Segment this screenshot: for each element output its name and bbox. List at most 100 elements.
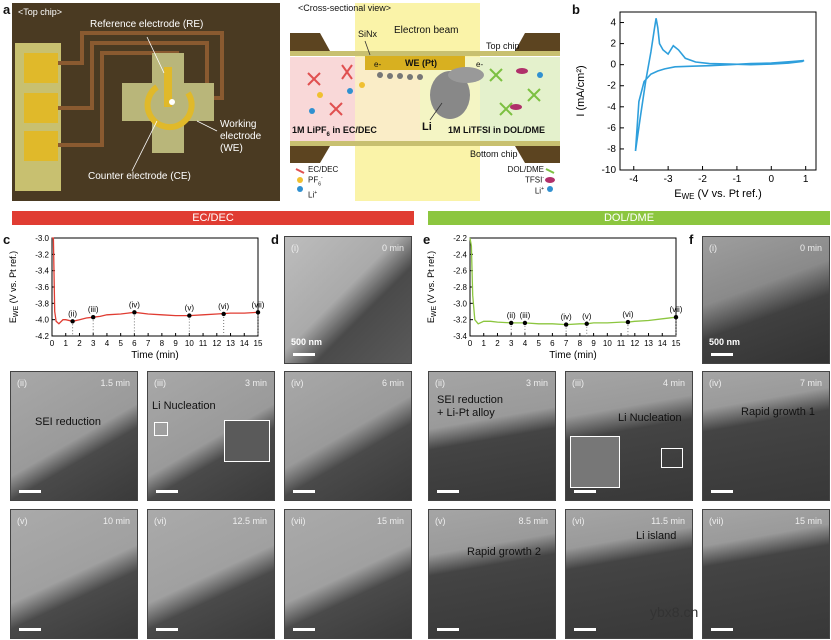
- y-tick-label: -4.0: [35, 316, 49, 325]
- x-axis-label: Time (min): [549, 350, 596, 361]
- tem-c-ii: (ii) 1.5 min SEI reduction: [10, 371, 138, 501]
- tem-time: 0 min: [799, 243, 822, 253]
- legend-left-1: PF6-: [308, 175, 323, 188]
- legend-right-2: Li+: [534, 185, 544, 196]
- tem-annotation: Li Nucleation: [152, 400, 216, 412]
- x-tick-label: -2: [698, 174, 707, 185]
- tem-time: 7 min: [799, 378, 822, 388]
- x-tick-label: 3: [91, 339, 96, 348]
- scale-bar: [711, 353, 733, 356]
- time-marker: [584, 321, 589, 326]
- x-tick-label: 7: [564, 339, 569, 348]
- tem-e-vii: (vii) 15 min: [702, 509, 830, 639]
- right-electrolyte-label: 1M LiTFSI in DOL/DME: [448, 125, 545, 135]
- y-tick-label: -3.0: [35, 234, 49, 243]
- y-tick-label: -2.2: [453, 234, 467, 243]
- marker-label: (v): [185, 304, 195, 313]
- tem-e-iii: (iii) 4 min Li Nucleation: [565, 371, 693, 501]
- top-chip-schematic: <Top chip> Reference electrode (RE) Work…: [12, 3, 280, 201]
- y-tick-label: -8: [607, 144, 616, 155]
- scale-label: 500 nm: [709, 337, 741, 347]
- scale-bar: [711, 490, 733, 493]
- marker-label: (vi): [622, 310, 633, 319]
- tem-annotation: Rapid growth 2: [467, 546, 541, 558]
- ec-dec-bar: EC/DEC: [12, 211, 414, 225]
- x-tick-label: 14: [658, 339, 667, 348]
- tem-annotation: SEI reduction: [35, 416, 102, 428]
- y-tick-label: 4: [610, 18, 616, 29]
- time-marker: [91, 315, 96, 320]
- tem-label: (i): [709, 243, 717, 253]
- marker-label: (ii): [68, 309, 77, 318]
- legend-left: EC/DEC PF6- Li+: [308, 165, 338, 200]
- time-marker: [255, 310, 261, 315]
- y-tick-label: -4: [607, 102, 616, 113]
- x-tick-label: 9: [173, 339, 178, 348]
- scale-bar: [19, 628, 41, 631]
- panel-label-b: b: [572, 2, 580, 17]
- dol-dme-bar: DOL/DME: [428, 211, 830, 225]
- y-tick-label: 2: [610, 39, 616, 50]
- tem-c-vi: (vi) 12.5 min: [147, 509, 275, 639]
- x-tick-label: 0: [50, 339, 55, 348]
- x-tick-label: 10: [603, 339, 612, 348]
- x-tick-label: 14: [240, 339, 249, 348]
- time-marker: [187, 313, 192, 318]
- watermark: ybx8.cn: [650, 604, 699, 620]
- y-tick-label: -2: [607, 81, 616, 92]
- y-tick-label: -2.4: [453, 250, 467, 259]
- lipf-text: 1M LiPF: [292, 125, 327, 135]
- tem-label: (iv): [709, 378, 722, 388]
- time-marker: [625, 319, 631, 325]
- sinx-label: SiNx: [358, 29, 378, 39]
- tem-annotation: Li island: [636, 530, 677, 542]
- scale-bar: [574, 628, 596, 631]
- x-tick-label: 8: [578, 339, 583, 348]
- inset-zoom: [224, 420, 270, 462]
- ann-line-2: + Li-Pt alloy: [437, 407, 495, 419]
- y-tick-label: -2.6: [453, 267, 467, 276]
- tem-label: (iii): [572, 378, 584, 388]
- x-tick-label: 7: [146, 339, 151, 348]
- y-tick-label: -4.2: [35, 332, 49, 341]
- tem-e-v: (v) 8.5 min Rapid growth 2: [428, 509, 556, 639]
- x-tick-label: 12: [630, 339, 639, 348]
- x-tick-label: 1: [64, 339, 69, 348]
- ann-line-1: SEI reduction: [437, 394, 504, 406]
- tem-label: (iii): [154, 378, 166, 388]
- marker-label: (iv): [561, 313, 572, 322]
- tem-label: (iv): [291, 378, 304, 388]
- x-tick-label: 4: [523, 339, 528, 348]
- scale-label: 500 nm: [291, 337, 323, 347]
- tem-time: 0 min: [381, 243, 404, 253]
- x-tick-label: 3: [509, 339, 514, 348]
- tem-label: (ii): [435, 378, 445, 388]
- scale-bar: [293, 353, 315, 356]
- tem-time: 10 min: [102, 516, 130, 526]
- y-axis-label: I (mA/cm²): [575, 65, 587, 116]
- inset-zoom: [570, 436, 620, 488]
- x-tick-label: 9: [591, 339, 596, 348]
- time-marker: [132, 310, 137, 315]
- ecdec-text: in EC/DEC: [329, 125, 377, 135]
- scale-bar: [293, 490, 315, 493]
- scale-bar: [156, 628, 178, 631]
- panel-label-f: f: [689, 232, 694, 247]
- tem-c-iii: (iii) 3 min Li Nucleation: [147, 371, 275, 501]
- x-tick-label: 11: [617, 339, 626, 348]
- cross-section-drawing: [290, 3, 560, 201]
- top-chip-title: <Top chip>: [18, 7, 63, 17]
- top-chip-drawing: [15, 31, 224, 191]
- y-axis-label: EWE (V vs. Pt ref.): [8, 251, 20, 323]
- potential-series-line: [469, 237, 677, 326]
- tem-time: 8.5 min: [518, 516, 548, 526]
- x-tick-label: 5: [536, 339, 541, 348]
- tem-e-ii: (ii) 3 min SEI reduction + Li-Pt alloy: [428, 371, 556, 501]
- x-tick-label: 0: [468, 339, 473, 348]
- x-tick-label: 2: [77, 339, 82, 348]
- inset-box: [661, 448, 683, 468]
- y-tick-label: -10: [602, 165, 617, 176]
- plot-frame: [51, 237, 259, 337]
- tem-e-iv: (iv) 7 min Rapid growth 1: [702, 371, 830, 501]
